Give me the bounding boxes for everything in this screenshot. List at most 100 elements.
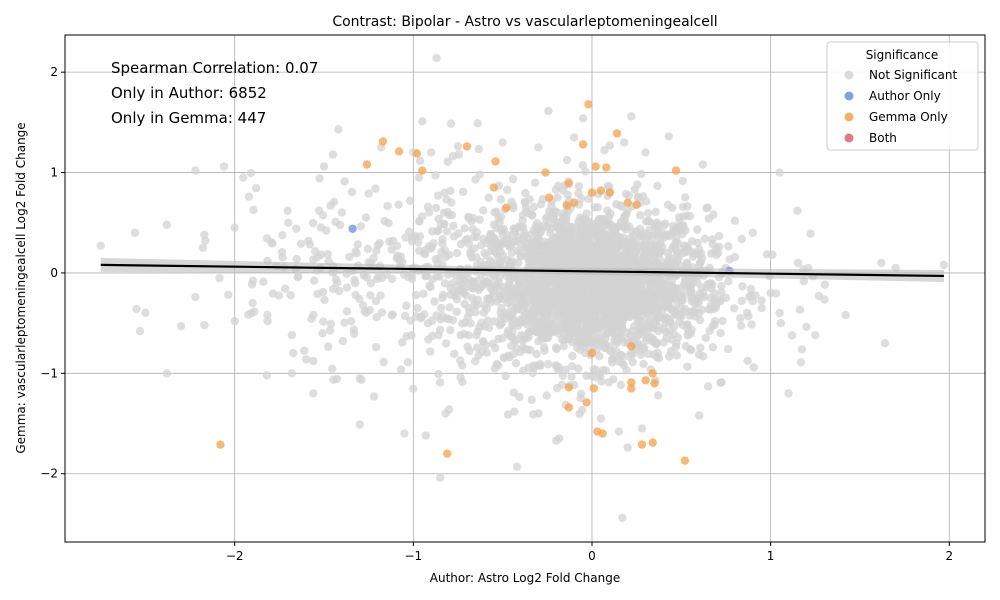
point-not-significant <box>578 223 587 232</box>
point-not-significant <box>587 371 596 381</box>
point-not-significant <box>627 112 636 121</box>
point-not-significant <box>239 173 248 182</box>
point-not-significant <box>663 280 672 290</box>
point-not-significant <box>313 253 322 262</box>
point-not-significant <box>452 307 462 317</box>
point-gemma-only <box>216 440 225 449</box>
point-gemma-only <box>632 200 641 209</box>
point-not-significant <box>318 287 328 297</box>
point-not-significant <box>544 106 553 116</box>
point-not-significant <box>603 181 613 191</box>
point-not-significant <box>797 345 807 354</box>
point-not-significant <box>379 357 388 367</box>
point-not-significant <box>365 305 374 315</box>
point-gemma-only <box>564 383 573 392</box>
point-not-significant <box>318 329 327 338</box>
point-not-significant <box>558 307 568 317</box>
point-not-significant <box>552 325 562 335</box>
point-not-significant <box>263 310 272 320</box>
point-not-significant <box>748 296 757 306</box>
legend-label-author-only: Author Only <box>869 89 941 103</box>
point-not-significant <box>757 303 766 313</box>
point-not-significant <box>522 239 531 248</box>
point-not-significant <box>723 344 733 354</box>
point-gemma-only <box>671 166 681 175</box>
point-not-significant <box>432 272 442 281</box>
spearman-annotation: Spearman Correlation: 0.07 <box>111 59 318 77</box>
point-not-significant <box>709 210 718 219</box>
point-not-significant <box>366 291 375 300</box>
point-not-significant <box>517 314 526 323</box>
point-not-significant <box>653 181 662 191</box>
point-not-significant <box>371 184 380 193</box>
point-gemma-only <box>418 166 427 175</box>
point-not-significant <box>249 205 258 215</box>
point-not-significant <box>337 208 347 217</box>
point-not-significant <box>502 185 512 195</box>
point-not-significant <box>624 352 633 361</box>
point-not-significant <box>401 233 410 242</box>
point-not-significant <box>442 314 452 323</box>
point-not-significant <box>678 176 687 186</box>
point-not-significant <box>479 206 488 215</box>
point-not-significant <box>664 132 674 141</box>
point-not-significant <box>588 292 597 302</box>
point-not-significant <box>579 214 588 223</box>
point-not-significant <box>646 321 656 330</box>
point-not-significant <box>604 378 614 387</box>
point-not-significant <box>656 290 666 300</box>
point-not-significant <box>315 174 324 183</box>
point-not-significant <box>340 318 349 327</box>
point-not-significant <box>685 285 695 294</box>
point-not-significant <box>527 395 536 405</box>
point-gemma-only <box>587 188 597 197</box>
point-not-significant <box>585 278 595 288</box>
point-not-significant <box>877 258 886 268</box>
point-not-significant <box>641 148 650 157</box>
point-not-significant <box>431 171 440 180</box>
point-not-significant <box>369 253 378 263</box>
point-not-significant <box>574 182 584 191</box>
point-not-significant <box>405 196 415 205</box>
point-not-significant <box>398 338 407 347</box>
point-not-significant <box>414 238 423 247</box>
point-not-significant <box>507 295 516 305</box>
author-only-annotation: Only in Author: 6852 <box>111 84 267 102</box>
point-not-significant <box>494 334 503 344</box>
point-not-significant <box>681 193 690 202</box>
point-not-significant <box>659 302 668 311</box>
point-not-significant <box>511 359 521 368</box>
point-not-significant <box>939 260 949 270</box>
point-not-significant <box>543 360 553 369</box>
point-not-significant <box>621 222 631 232</box>
point-gemma-only <box>627 384 636 393</box>
point-not-significant <box>701 333 711 343</box>
point-not-significant <box>524 331 533 340</box>
point-not-significant <box>787 331 797 340</box>
legend-label-not-significant: Not Significant <box>869 68 957 82</box>
point-not-significant <box>263 316 272 326</box>
point-not-significant <box>342 283 352 292</box>
point-gemma-only <box>394 147 404 156</box>
point-not-significant <box>523 345 532 354</box>
point-not-significant <box>717 282 726 291</box>
x-tick-label: −1 <box>404 549 422 563</box>
point-not-significant <box>448 152 458 161</box>
point-not-significant <box>820 280 830 289</box>
point-not-significant <box>676 303 686 313</box>
point-not-significant <box>518 297 527 306</box>
point-not-significant <box>841 310 850 320</box>
point-not-significant <box>544 275 554 284</box>
point-not-significant <box>488 339 497 348</box>
point-not-significant <box>326 319 335 329</box>
point-not-significant <box>811 330 820 340</box>
point-not-significant <box>703 382 713 391</box>
legend-marker-gemma-only <box>844 112 854 122</box>
point-not-significant <box>525 282 535 291</box>
point-not-significant <box>462 291 471 300</box>
point-not-significant <box>527 257 537 266</box>
point-not-significant <box>278 231 287 240</box>
point-not-significant <box>471 175 480 184</box>
point-not-significant <box>453 142 463 151</box>
